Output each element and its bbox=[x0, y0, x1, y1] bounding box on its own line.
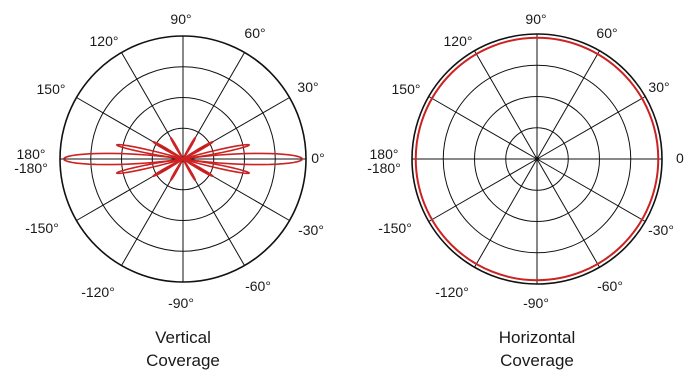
vertical-angle-label-neg120: -120° bbox=[81, 284, 115, 300]
horizontal-pattern bbox=[414, 36, 660, 282]
horizontal-grid-spoke-330 bbox=[536, 158, 646, 222]
vertical-pattern-lobe-1 bbox=[62, 152, 184, 166]
horizontal-title-line-2: Coverage bbox=[500, 351, 574, 370]
horizontal-coverage-chart: 0° 30° 60° 90° 120° 150° 180° -180° -150… bbox=[367, 11, 684, 370]
vertical-pattern-lobe-12 bbox=[169, 136, 184, 160]
vertical-title-line-2: Coverage bbox=[146, 351, 220, 370]
horizontal-title-line-1: Horizontal bbox=[499, 328, 576, 347]
vertical-angle-label-neg30: -30° bbox=[298, 222, 324, 238]
vertical-angle-label-neg90: -90° bbox=[168, 295, 194, 311]
horizontal-angle-label-neg180: -180° bbox=[367, 160, 401, 176]
horizontal-pattern-circle bbox=[414, 36, 660, 282]
vertical-labels: 0° 30° 60° 90° 120° 150° 180° -180° -150… bbox=[14, 11, 325, 311]
horizontal-angle-label-neg150: -150° bbox=[378, 220, 412, 236]
horizontal-grid-spoke-60 bbox=[536, 50, 600, 160]
horizontal-grid-spoke-210 bbox=[428, 158, 538, 222]
horizontal-grid-spoke-300 bbox=[536, 158, 600, 268]
vertical-grid-spoke-150 bbox=[76, 97, 184, 160]
vertical-title-line-1: Vertical bbox=[155, 328, 211, 347]
horizontal-angle-label-150: 150° bbox=[392, 81, 421, 97]
vertical-angle-label-90: 90° bbox=[170, 11, 191, 27]
vertical-angle-label-neg60: -60° bbox=[245, 278, 271, 294]
horizontal-grid bbox=[411, 33, 663, 285]
horizontal-angle-label-0: 0° bbox=[676, 150, 684, 166]
vertical-pattern-lobe-11 bbox=[182, 158, 197, 182]
vertical-angle-label-neg180: -180° bbox=[14, 160, 48, 176]
vertical-pattern-lobe-8 bbox=[152, 140, 184, 160]
vertical-angle-label-120: 120° bbox=[90, 33, 119, 49]
horizontal-grid-spoke-240 bbox=[474, 158, 538, 268]
horizontal-angle-label-neg90: -90° bbox=[523, 295, 549, 311]
vertical-pattern-lobe-6 bbox=[182, 140, 214, 160]
vertical-pattern-lobe-2 bbox=[182, 143, 250, 160]
vertical-grid-spoke-30 bbox=[182, 97, 290, 160]
vertical-angle-label-150: 150° bbox=[37, 81, 66, 97]
horizontal-angle-label-120: 120° bbox=[444, 33, 473, 49]
horizontal-angle-label-30: 30° bbox=[648, 79, 669, 95]
vertical-grid-spoke-330 bbox=[182, 158, 290, 221]
horizontal-angle-label-neg60: -60° bbox=[597, 278, 623, 294]
horizontal-grid-spoke-150 bbox=[428, 96, 538, 160]
vertical-angle-label-30: 30° bbox=[297, 79, 318, 95]
vertical-grid-spoke-210 bbox=[76, 158, 184, 221]
vertical-angle-label-180: 180° bbox=[17, 146, 46, 162]
horizontal-grid-spoke-120 bbox=[474, 50, 538, 160]
horizontal-angle-label-90: 90° bbox=[525, 11, 546, 27]
vertical-pattern-lobe-7 bbox=[182, 158, 214, 178]
vertical-pattern-lobe-10 bbox=[182, 136, 197, 160]
vertical-pattern bbox=[62, 136, 304, 182]
horizontal-angle-label-180: 180° bbox=[370, 146, 399, 162]
horizontal-angle-label-neg120: -120° bbox=[435, 284, 469, 300]
horizontal-labels: 0° 30° 60° 90° 120° 150° 180° -180° -150… bbox=[367, 11, 684, 311]
vertical-coverage-chart: 0° 30° 60° 90° 120° 150° 180° -180° -150… bbox=[14, 11, 325, 370]
horizontal-angle-label-60: 60° bbox=[596, 25, 617, 41]
vertical-angle-label-60: 60° bbox=[244, 25, 265, 41]
horizontal-angle-label-neg30: -30° bbox=[648, 222, 674, 238]
vertical-pattern-lobe-9 bbox=[152, 158, 184, 178]
vertical-pattern-lobe-4 bbox=[116, 143, 184, 160]
vertical-pattern-lobe-0 bbox=[182, 152, 304, 166]
vertical-pattern-lobe-3 bbox=[182, 158, 250, 175]
horizontal-grid-spoke-30 bbox=[536, 96, 646, 160]
vertical-pattern-lobe-13 bbox=[169, 158, 184, 182]
vertical-angle-label-0: 0° bbox=[311, 150, 324, 166]
vertical-pattern-lobe-5 bbox=[116, 158, 184, 175]
vertical-angle-label-neg150: -150° bbox=[25, 220, 59, 236]
